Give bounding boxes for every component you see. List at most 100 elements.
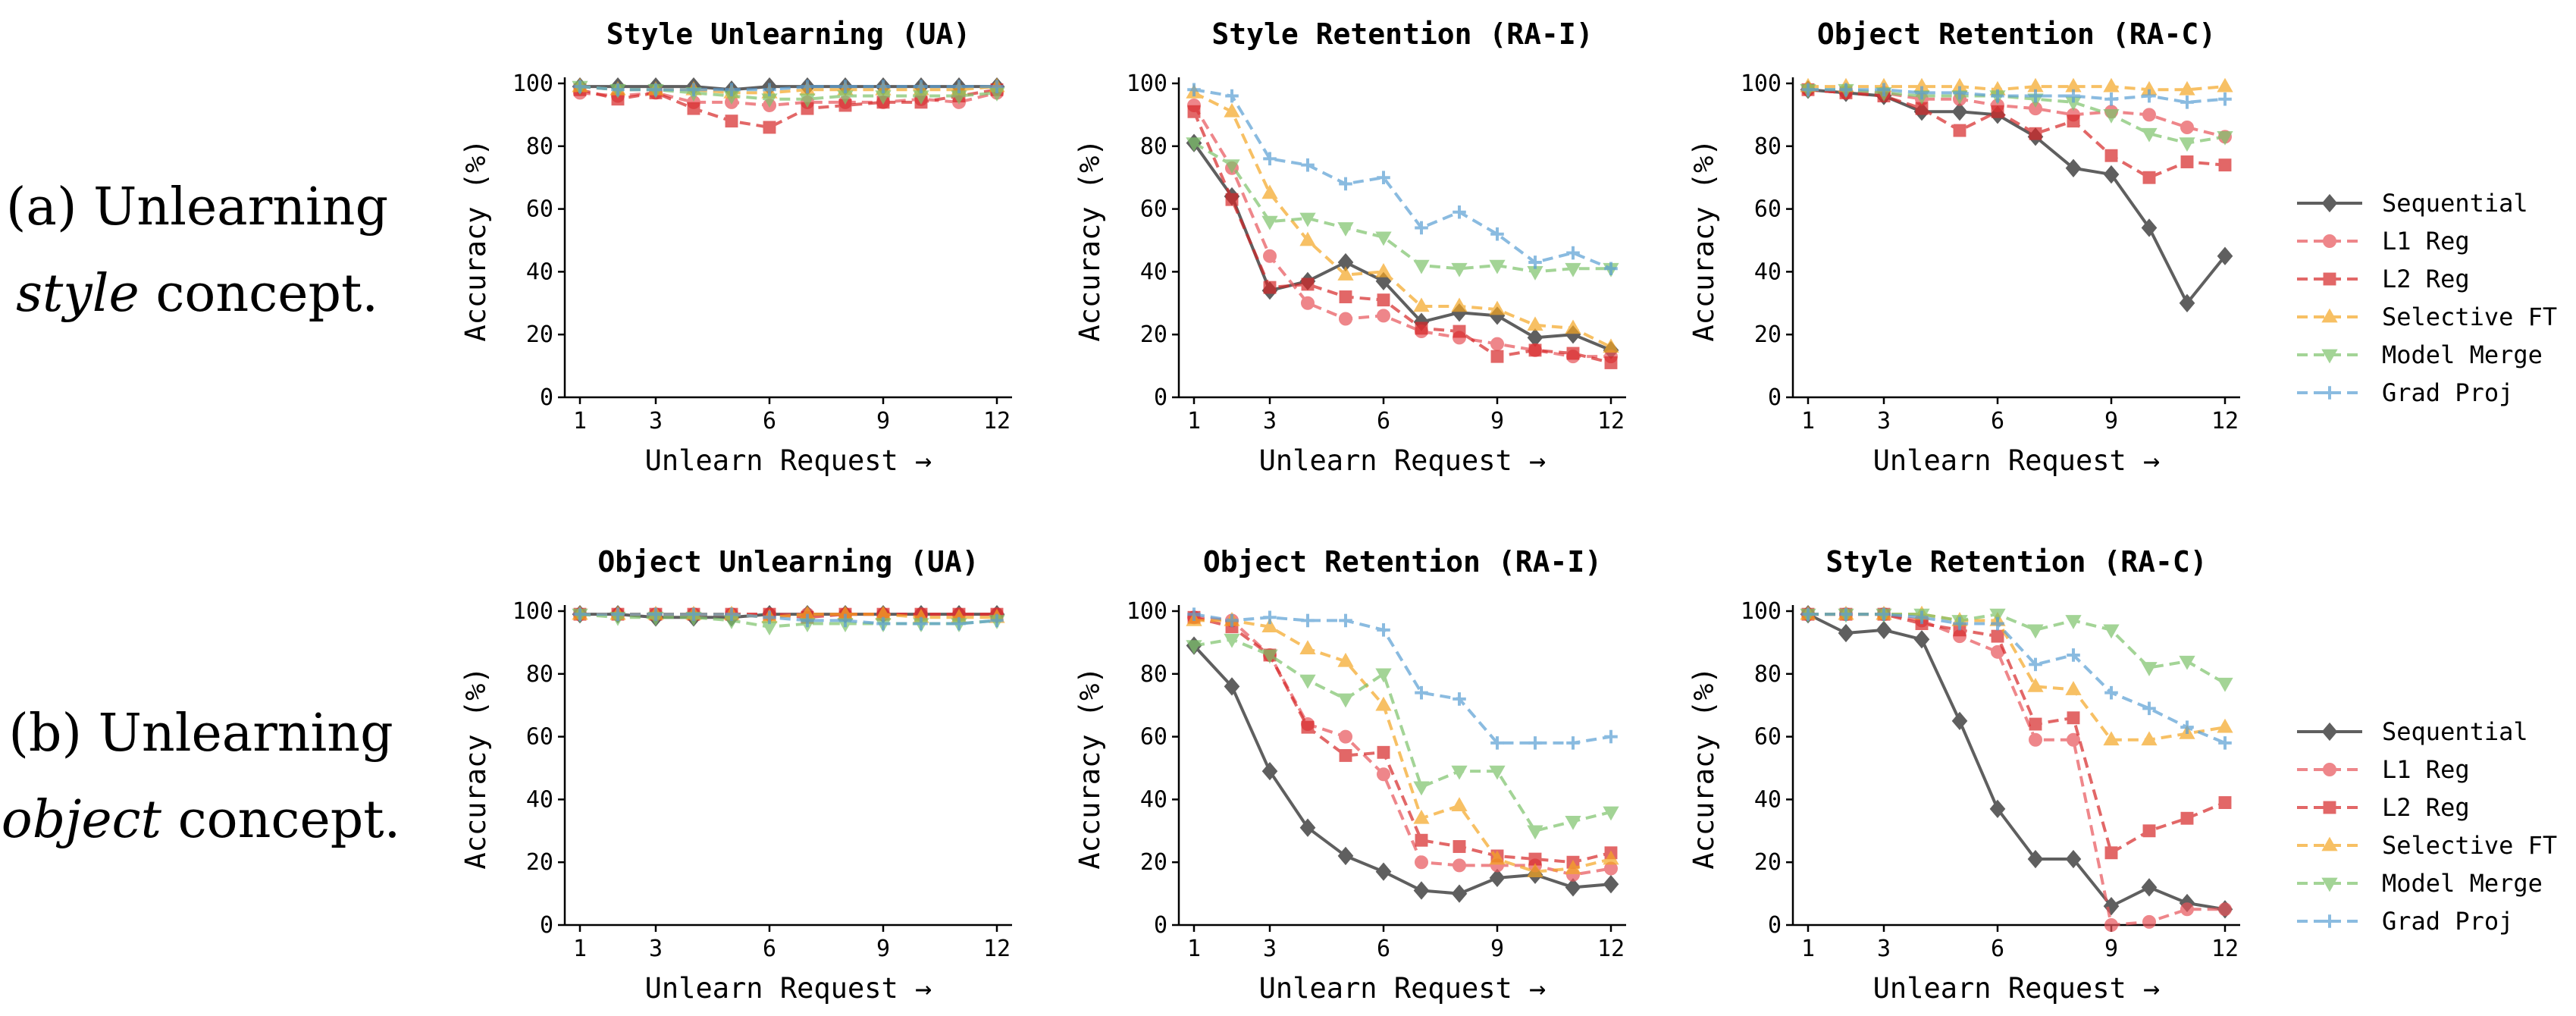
data-point-l2-reg	[1566, 347, 1580, 360]
x-tick-label: 1	[1187, 408, 1201, 434]
data-point-grad-proj	[1953, 86, 1966, 100]
chart-panel-object-retention-ra-c: Object Retention (RA-C) 0 20 40 60 80 100 1 3 6 9 1…	[1688, 17, 2240, 477]
data-point-grad-proj	[876, 616, 890, 631]
row-label-b-emph: object	[2, 790, 162, 850]
series-l2-reg	[1187, 105, 1618, 369]
data-point-model-merge	[1489, 259, 1506, 274]
y-tick-label: 100	[1741, 598, 1782, 625]
chart-panel-style-unlearning-ua: Style Unlearning (UA) 0 20 40 60 80 100 1 3 6 9 12 U…	[459, 17, 1012, 477]
data-point-grad-proj	[1566, 736, 1580, 750]
legend-label: Model Merge	[2382, 340, 2543, 369]
data-point-l2-reg	[2142, 171, 2156, 184]
data-point-l1-reg	[2029, 732, 2042, 747]
x-tick-label: 3	[1263, 936, 1277, 962]
row-label-a-line2: style concept.	[16, 264, 378, 324]
data-point-l2-reg	[2104, 149, 2118, 162]
data-point-model-merge	[2179, 137, 2195, 152]
x-tick-label: 1	[1801, 408, 1815, 434]
y-tick-label: 40	[1140, 259, 1167, 285]
y-tick-label: 80	[1140, 133, 1167, 160]
data-point-grad-proj	[1339, 177, 1352, 191]
chart-title: Style Unlearning (UA)	[606, 17, 970, 51]
data-point-grad-proj	[1801, 83, 1815, 97]
y-tick-label: 20	[526, 849, 553, 876]
x-tick-label: 9	[2104, 408, 2118, 434]
data-point-grad-proj	[1263, 152, 1277, 166]
data-point-sequential	[1413, 881, 1430, 900]
x-tick-label: 3	[649, 936, 663, 962]
chart-panel-object-unlearning-ua: Object Unlearning (UA) 0 20 40 60 80 100 1 3 6 9 12…	[459, 545, 1012, 1005]
data-point-grad-proj	[1490, 227, 1504, 241]
series-line-sequential	[1192, 644, 1612, 895]
data-point-grad-proj	[649, 607, 663, 621]
data-point-grad-proj	[1415, 221, 1428, 235]
y-tick-label: 60	[526, 724, 553, 751]
data-point-sequential	[2065, 849, 2082, 869]
data-point-model-merge	[1337, 693, 1354, 708]
y-tick-label: 80	[1754, 133, 1782, 160]
data-point-sequential	[2217, 246, 2233, 265]
y-tick-label: 60	[1754, 724, 1782, 751]
data-point-grad-proj	[1187, 607, 1201, 621]
data-point-sequential	[2027, 849, 2044, 869]
row-label-a-emph: style	[16, 264, 139, 324]
data-point-selective-ft	[1299, 640, 1316, 655]
y-tick-label: 40	[526, 259, 553, 285]
legend-marker-model-merge	[2321, 877, 2338, 892]
data-point-grad-proj	[763, 610, 776, 625]
data-point-grad-proj	[1839, 83, 1853, 97]
data-point-l1-reg	[2104, 918, 2118, 932]
legend-item-l2-reg	[2297, 272, 2362, 286]
series-line-model-merge	[1808, 613, 2227, 685]
y-tick-label: 60	[1140, 196, 1167, 223]
legend-item-selective-ft	[2297, 308, 2362, 323]
data-point-grad-proj	[990, 80, 1004, 93]
y-tick-label: 0	[540, 384, 553, 411]
data-point-sequential	[2141, 218, 2158, 237]
data-point-grad-proj	[2218, 736, 2232, 750]
series-grad-proj	[1187, 607, 1618, 750]
series-line-model-merge	[579, 613, 998, 629]
series-sequential	[1186, 636, 1619, 903]
legend-marker-l1-reg	[2323, 234, 2336, 248]
legend-marker-selective-ft	[2321, 836, 2338, 851]
data-point-selective-ft	[2141, 731, 2158, 746]
data-point-grad-proj	[1377, 171, 1390, 184]
y-axis-label: Accuracy (%)	[1073, 139, 1106, 341]
data-point-grad-proj	[2029, 89, 2042, 103]
data-point-sequential	[1603, 875, 1619, 894]
data-point-model-merge	[1186, 640, 1202, 654]
x-tick-label: 12	[1597, 408, 1625, 434]
data-point-selective-ft	[2103, 731, 2120, 746]
legend-marker-sequential	[2321, 722, 2338, 742]
data-point-l1-reg	[1377, 767, 1390, 782]
data-point-grad-proj	[952, 80, 966, 93]
data-point-grad-proj	[838, 80, 852, 93]
data-point-l1-reg	[1377, 309, 1390, 323]
data-point-grad-proj	[1801, 607, 1815, 621]
data-point-grad-proj	[1453, 692, 1466, 706]
x-tick-label: 1	[1801, 936, 1815, 962]
y-tick-label: 0	[1154, 384, 1167, 411]
series-sequential	[1800, 80, 2233, 312]
x-tick-label: 6	[763, 936, 776, 962]
data-point-l2-reg	[1225, 193, 1239, 206]
data-point-selective-ft	[1337, 266, 1354, 281]
data-point-model-merge	[2217, 677, 2233, 692]
data-point-model-merge	[1451, 262, 1468, 278]
data-point-grad-proj	[2067, 648, 2080, 662]
data-point-sequential	[1299, 818, 1316, 837]
chart-title: Object Retention (RA-C)	[1817, 17, 2216, 51]
data-point-selective-ft	[1603, 850, 1619, 865]
y-tick-label: 60	[526, 196, 553, 223]
x-tick-label: 1	[573, 936, 587, 962]
x-tick-label: 6	[1991, 936, 2004, 962]
series-grad-proj	[1801, 607, 2232, 750]
legend-item-sequential	[2297, 722, 2362, 742]
data-point-model-merge	[1413, 259, 1430, 274]
series-line-l2-reg	[1192, 111, 1612, 365]
data-point-grad-proj	[1915, 610, 1929, 625]
data-point-l2-reg	[2180, 155, 2194, 168]
data-point-l1-reg	[1415, 855, 1428, 870]
data-point-l2-reg	[1377, 745, 1390, 759]
